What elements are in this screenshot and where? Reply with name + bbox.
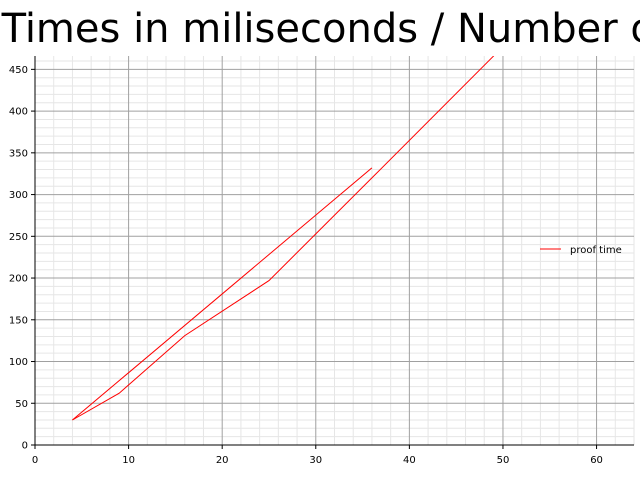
x-tick-label: 50: [497, 455, 510, 466]
x-tick-label: 60: [590, 455, 603, 466]
series-layer: [72, 56, 495, 421]
y-tick-label: 100: [9, 357, 28, 368]
series-line-1: [72, 167, 373, 421]
y-tick-label: 50: [15, 399, 28, 410]
major-grid: [35, 56, 634, 445]
chart-title: Verification Times in miliseconds / Numb…: [0, 6, 640, 52]
y-tick-label: 0: [22, 441, 28, 452]
y-tick-label: 400: [9, 107, 28, 118]
x-tick-label: 20: [216, 455, 229, 466]
y-tick-label: 450: [9, 65, 28, 76]
x-tick-label: 10: [122, 455, 135, 466]
legend-label: proof time: [570, 245, 622, 256]
x-tick-label: 30: [309, 455, 322, 466]
x-tick-label: 40: [403, 455, 416, 466]
y-tick-label: 150: [9, 315, 28, 326]
y-tick-label: 350: [9, 148, 28, 159]
minor-grid: [35, 56, 635, 445]
axes: [34, 56, 634, 446]
x-tick-label: 0: [32, 455, 38, 466]
legend: proof time: [540, 245, 622, 256]
y-tick-label: 200: [9, 274, 28, 285]
y-tick-label: 300: [9, 190, 28, 201]
ticks: 0 10 20 30 40 50 60 0 50 100 150 200 250 300 350 400 450: [9, 65, 603, 466]
y-tick-label: 250: [9, 232, 28, 243]
series-line-0: [72, 56, 495, 421]
